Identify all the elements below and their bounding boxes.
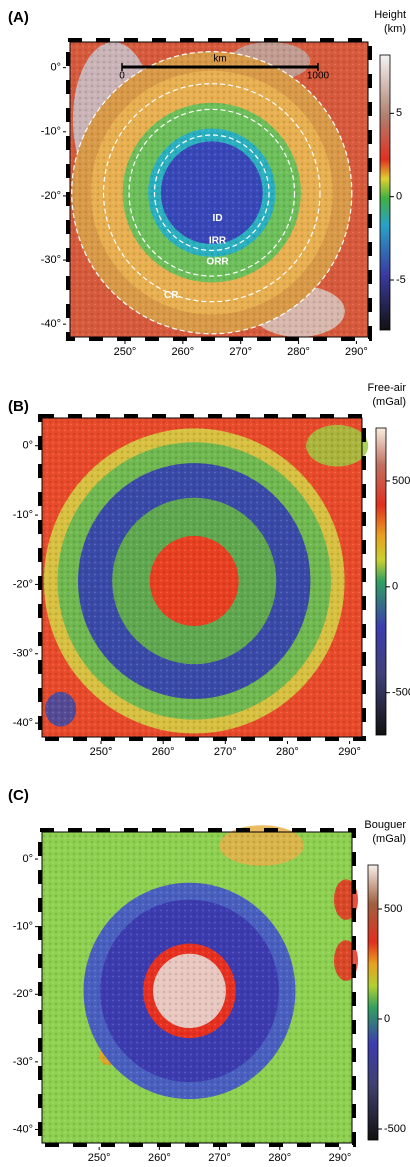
x-tick-label: 280° bbox=[276, 746, 299, 758]
map-texture bbox=[70, 42, 368, 337]
map-texture bbox=[42, 418, 362, 737]
y-tick-label: -10° bbox=[13, 921, 33, 933]
y-tick-label: 0° bbox=[22, 853, 33, 865]
x-tick-label: 270° bbox=[208, 1152, 231, 1164]
colorbar-tick-label: -500 bbox=[392, 687, 410, 699]
annotation: IRR bbox=[209, 235, 227, 246]
x-tick-label: 290° bbox=[329, 1152, 352, 1164]
colorbar-tick-label: 5 bbox=[396, 107, 402, 119]
x-tick-label: 250° bbox=[114, 346, 137, 358]
x-tick-label: 250° bbox=[90, 746, 113, 758]
y-tick-label: -10° bbox=[41, 126, 61, 138]
x-tick-label: 260° bbox=[152, 746, 175, 758]
colorbar-title: (mGal) bbox=[372, 833, 406, 845]
scale-bar-label: 1000 bbox=[307, 71, 330, 82]
colorbar-title: (mGal) bbox=[372, 396, 406, 408]
panel-label: (A) bbox=[8, 9, 29, 26]
colorbar-tick-label: -5 bbox=[396, 274, 406, 286]
x-tick-label: 290° bbox=[345, 346, 368, 358]
y-tick-label: -20° bbox=[41, 190, 61, 202]
colorbar-tick-label: 500 bbox=[392, 475, 410, 487]
colorbar-tick-label: -500 bbox=[384, 1123, 406, 1135]
y-tick-label: -30° bbox=[13, 648, 33, 660]
x-tick-label: 280° bbox=[287, 346, 310, 358]
y-tick-label: -20° bbox=[13, 578, 33, 590]
colorbar bbox=[380, 55, 390, 330]
y-tick-label: -40° bbox=[41, 318, 61, 330]
y-tick-label: -20° bbox=[13, 988, 33, 1000]
colorbar-tick-label: 0 bbox=[384, 1013, 390, 1025]
x-tick-label: 260° bbox=[171, 346, 194, 358]
colorbar-title: Bouguer bbox=[364, 819, 406, 831]
y-tick-label: -40° bbox=[13, 1123, 33, 1135]
x-tick-label: 290° bbox=[338, 746, 361, 758]
x-tick-label: 250° bbox=[88, 1152, 111, 1164]
panel-label: (B) bbox=[8, 398, 29, 415]
x-tick-label: 260° bbox=[148, 1152, 171, 1164]
colorbar-title: (km) bbox=[384, 23, 406, 35]
y-tick-label: 0° bbox=[50, 62, 61, 74]
y-tick-label: 0° bbox=[22, 440, 33, 452]
annotation: ORR bbox=[206, 257, 229, 268]
x-tick-label: 270° bbox=[214, 746, 237, 758]
x-tick-label: 280° bbox=[268, 1152, 291, 1164]
y-tick-label: -40° bbox=[13, 717, 33, 729]
colorbar bbox=[368, 865, 378, 1140]
colorbar bbox=[376, 428, 386, 735]
annotation: ID bbox=[213, 213, 223, 224]
x-tick-label: 270° bbox=[229, 346, 252, 358]
colorbar-tick-label: 0 bbox=[392, 581, 398, 593]
scale-bar-label: 0 bbox=[119, 71, 125, 82]
colorbar-tick-label: 500 bbox=[384, 903, 402, 915]
colorbar-tick-label: 0 bbox=[396, 191, 402, 203]
colorbar-title: Free-air bbox=[367, 382, 406, 394]
figure: (A) ID IRR ORR CR 0 1000 km 250° 260° 270° 280° 290°… bbox=[0, 0, 410, 1167]
y-tick-label: -30° bbox=[41, 254, 61, 266]
panel-label: (C) bbox=[8, 787, 29, 804]
y-tick-label: -10° bbox=[13, 509, 33, 521]
scale-bar-unit: km bbox=[213, 54, 226, 65]
map-texture bbox=[42, 832, 352, 1143]
annotation: CR bbox=[164, 290, 179, 301]
y-tick-label: -30° bbox=[13, 1056, 33, 1068]
colorbar-title: Height bbox=[374, 9, 406, 21]
